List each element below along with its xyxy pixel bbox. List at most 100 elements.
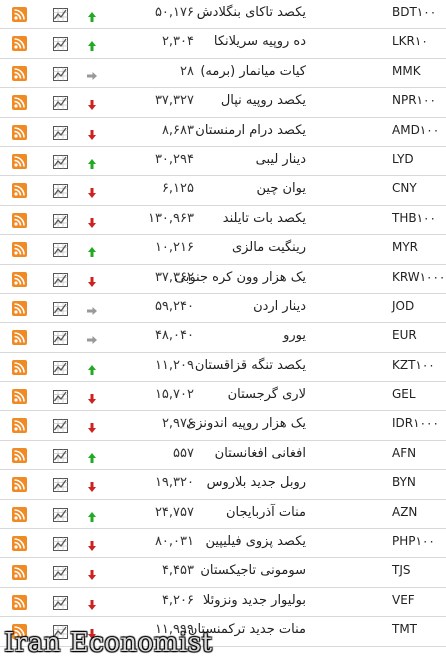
rss-icon[interactable] [12,447,27,463]
rss-icon[interactable] [12,594,27,610]
table-row: ۵۰,۱۷۶ یکصد تاکای بنگلادش BDT۱۰۰ [0,0,446,30]
currency-name: منات جدید ترکمنستان [187,622,306,638]
chart-icon[interactable] [53,95,68,111]
rss-icon[interactable] [12,271,27,287]
rss-icon[interactable] [12,624,27,640]
rss-icon[interactable] [12,418,27,434]
currency-code: EUR [392,328,417,343]
arrow-right-icon [86,331,98,345]
chart-icon[interactable] [53,213,68,228]
currency-code: IDR۱۰۰۰ [392,416,439,431]
currency-code: LKR۱۰ [392,34,428,49]
rate-value: ۵۰,۱۷۶ [154,5,194,20]
rate-value: ۳۷,۳۶۲ [154,269,194,285]
rss-icon[interactable] [12,7,27,22]
chart-icon[interactable] [53,477,68,493]
rss-icon[interactable] [12,153,27,169]
chart-icon[interactable] [53,183,68,199]
rss-icon[interactable] [12,536,27,552]
rss-icon[interactable] [12,242,27,258]
chart-icon[interactable] [53,36,68,52]
currency-code: BYN [392,475,416,490]
rss-icon[interactable] [12,330,27,346]
currency-name: منات آذربایجان [226,504,306,520]
chart-icon[interactable] [53,125,68,140]
currency-name: رینگیت مالزی [231,240,306,256]
chart-icon[interactable] [53,301,68,316]
chart-icon[interactable] [53,66,68,81]
chart-icon[interactable] [53,154,68,169]
rss-icon[interactable] [12,183,27,199]
table-row: ۱۱,۹۹۹ منات جدید ترکمنستان TMT [0,617,446,647]
currency-code: MYR [392,240,419,255]
arrow-up-icon [86,8,98,22]
arrow-up-icon [86,37,98,52]
table-row: ۸۰,۰۳۱ یکصد پزوی فیلیپین PHP۱۰۰ [0,529,446,559]
arrow-up-icon [86,243,98,258]
chart-icon[interactable] [53,418,68,434]
rss-icon[interactable] [12,124,27,140]
rate-value: ۲۸ [180,63,194,79]
rate-value: ۳۷,۳۲۷ [154,93,194,109]
arrow-down-icon [86,566,98,581]
rss-icon[interactable] [12,477,27,493]
chart-icon[interactable] [53,330,68,346]
currency-name: دینار لیبی [255,151,306,167]
rate-value: ۴,۴۵۳ [161,563,194,579]
chart-icon[interactable] [53,360,68,375]
chart-icon[interactable] [53,389,68,405]
chart-icon[interactable] [53,595,68,610]
rate-value: ۱۹,۳۲۰ [154,475,194,491]
currency-code: GEL [392,387,416,402]
rss-icon[interactable] [12,36,27,52]
table-row: ۴,۴۵۳ سومونی تاجیکستان TJS [0,558,446,588]
chart-icon[interactable] [53,448,68,463]
currency-name: افغانی افغانستان [214,445,306,461]
chart-icon[interactable] [53,624,68,640]
currency-code: AMD۱۰۰ [392,122,440,137]
chart-icon[interactable] [53,507,68,522]
currency-code: TJS [392,563,411,578]
chart-icon[interactable] [53,7,68,22]
arrow-down-icon [86,96,98,111]
rate-value: ۲,۹۷۶ [161,416,194,432]
rate-value: ۲۴,۷۵۷ [154,504,194,520]
rate-value: ۶,۱۲۵ [161,181,194,197]
currency-code: BDT۱۰۰ [392,5,437,19]
rss-icon[interactable] [12,95,27,111]
currency-name: یکصد درام ارمنستان [195,122,306,138]
chart-icon[interactable] [53,272,68,287]
arrow-down-icon [86,184,98,199]
table-row: ۱۰,۲۱۶ رینگیت مالزی MYR [0,235,446,265]
rss-icon[interactable] [12,212,27,228]
currency-name: بولیوار جدید ونزوئلا [202,592,306,608]
table-row: ۳۷,۳۲۷ یکصد روپیه نپال NPR۱۰۰ [0,88,446,118]
table-row: ۱۳۰,۹۶۳ یکصد بات تایلند THB۱۰۰ [0,206,446,236]
currency-code: MMK [392,63,421,78]
rss-icon[interactable] [12,65,27,81]
chart-icon[interactable] [53,565,68,581]
arrow-up-icon [86,155,98,169]
currency-name: یکصد بات تایلند [222,210,306,226]
rss-icon[interactable] [12,506,27,522]
rate-value: ۱۱,۹۹۹ [154,622,194,638]
arrow-right-icon [86,67,98,80]
currency-code: CNY [392,181,417,196]
rss-icon[interactable] [12,300,27,316]
currency-code: AZN [392,504,418,519]
arrow-down-icon [86,126,98,140]
rate-value: ۳۰,۲۹۴ [154,151,194,167]
table-row: ۲۴,۷۵۷ منات آذربایجان AZN [0,500,446,530]
chart-icon[interactable] [53,536,68,552]
table-row: ۵۵۷ افغانی افغانستان AFN [0,441,446,471]
table-row: ۵۹,۲۴۰ دینار اردن JOD [0,294,446,324]
chart-icon[interactable] [53,242,68,258]
table-row: ۴۸,۰۴۰ یورو EUR [0,323,446,353]
rss-icon[interactable] [12,389,27,405]
rate-value: ۸,۶۸۳ [161,122,194,138]
rss-icon[interactable] [12,565,27,581]
rss-icon[interactable] [12,359,27,375]
currency-name: سومونی تاجیکستان [200,563,306,579]
currency-code: LYD [392,151,414,166]
